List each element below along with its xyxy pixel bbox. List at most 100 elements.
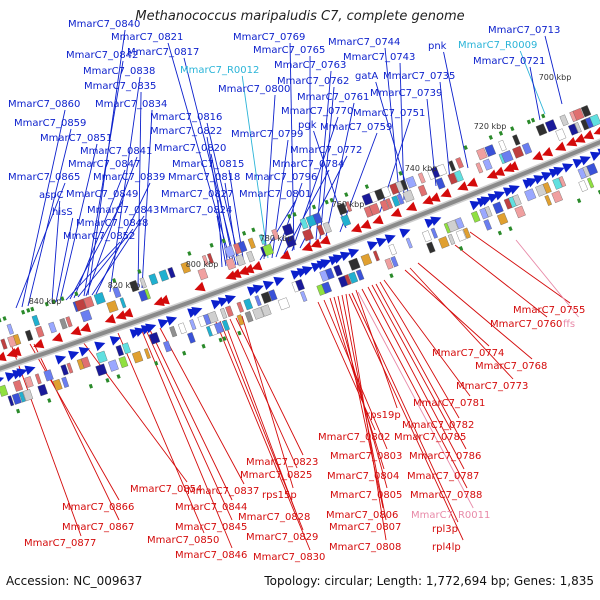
forward-gene-arrow xyxy=(273,276,285,287)
forward-gene-arrow xyxy=(94,341,106,352)
forward-gene-arrow xyxy=(252,284,264,294)
gene-label: MmarC7_0842 xyxy=(66,50,138,61)
track-mark-0 xyxy=(339,251,352,262)
track-dot xyxy=(218,337,223,343)
track-dot xyxy=(2,316,7,321)
track-mark-6 xyxy=(559,114,569,127)
track-block xyxy=(475,162,484,174)
track-mark-2 xyxy=(551,190,563,204)
track-mark-7 xyxy=(60,296,65,302)
reverse-gene-arrow xyxy=(566,136,578,147)
track-block xyxy=(395,180,405,193)
track-block xyxy=(512,194,522,207)
forward-gene-arrow xyxy=(526,177,538,188)
gene-label: MmarC7_0765 xyxy=(253,45,325,56)
track-block xyxy=(96,350,108,364)
reverse-gene-arrow xyxy=(230,268,242,278)
track-mark-4 xyxy=(104,313,116,324)
track-block xyxy=(360,253,373,267)
leader-line xyxy=(375,81,411,199)
track-mark-1 xyxy=(524,188,537,202)
leader-line xyxy=(348,293,464,541)
gene-label: MmarC7_0772 xyxy=(290,145,362,156)
forward-gene-arrow xyxy=(217,297,229,307)
track-mark-2 xyxy=(514,205,526,219)
gene-label: MmarC7_R0012 xyxy=(180,65,259,76)
track-block xyxy=(572,107,585,121)
reverse-gene-arrow xyxy=(532,150,544,161)
track-mark-2 xyxy=(587,177,595,189)
track-mark-4 xyxy=(158,294,170,305)
track-block xyxy=(348,257,361,271)
gene-label: MmarC7_0788 xyxy=(410,490,482,501)
track-mark-1 xyxy=(115,344,125,357)
leader-line xyxy=(333,296,388,489)
track-mark-6 xyxy=(395,180,405,193)
reverse-gene-arrow xyxy=(372,214,384,225)
gene-label: MmarC7_0751 xyxy=(353,108,425,119)
track-mark-1 xyxy=(260,291,272,304)
track-block xyxy=(144,288,151,300)
reverse-gene-arrow xyxy=(79,322,92,333)
track-block xyxy=(95,363,108,377)
track-dot xyxy=(16,408,21,414)
track-block xyxy=(455,229,467,242)
track-block xyxy=(574,122,582,133)
track-block xyxy=(512,145,524,159)
leader-line xyxy=(367,286,465,470)
track-mark-2 xyxy=(544,194,552,206)
gene-label: MmarC7_0774 xyxy=(432,348,504,359)
gene-label: MmarC7_0865 xyxy=(8,172,80,183)
reverse-gene-arrow xyxy=(486,169,498,179)
track-mark-5 xyxy=(435,177,446,190)
track-mark-3 xyxy=(222,336,227,341)
track-mark-4 xyxy=(429,192,441,202)
leader-line xyxy=(11,346,82,537)
track-mark-4 xyxy=(566,136,578,147)
track-mark-7 xyxy=(221,238,226,244)
gene-labels: MmarC7_0840MmarC7_0821MmarC7_0842MmarC7_… xyxy=(8,19,585,563)
track-mark-5 xyxy=(284,235,297,248)
track-mark-3 xyxy=(597,189,600,195)
track-mark-2 xyxy=(462,227,471,239)
track-block xyxy=(344,274,352,286)
track-block xyxy=(340,214,352,227)
reverse-gene-arrow xyxy=(243,263,255,274)
track-dot xyxy=(458,245,464,251)
leader-line xyxy=(117,332,205,534)
track-block xyxy=(268,289,278,302)
track-mark-6 xyxy=(158,269,169,282)
gene-label: MmarC7_0804 xyxy=(327,471,399,482)
track-mark-3 xyxy=(201,343,206,349)
track-mark-7 xyxy=(526,119,532,125)
track-dot xyxy=(182,350,187,356)
track-block xyxy=(372,250,380,262)
track-mark-7 xyxy=(329,197,334,203)
track-mark-1 xyxy=(60,364,69,376)
leader-line xyxy=(15,182,66,309)
track-block xyxy=(438,236,450,249)
track-mark-0 xyxy=(541,171,553,182)
reverse-gene-arrow xyxy=(319,235,331,245)
track-dot xyxy=(105,378,110,383)
gene-label: rps19p xyxy=(366,410,401,421)
track-block xyxy=(284,235,297,248)
track-mark-3 xyxy=(237,330,242,336)
track-mark-5 xyxy=(65,316,73,328)
track-block xyxy=(580,105,592,118)
track-mark-5 xyxy=(391,195,401,207)
track-mark-6 xyxy=(201,254,209,266)
track-mark-7 xyxy=(209,242,214,248)
track-block xyxy=(484,144,497,157)
reverse-gene-arrow xyxy=(10,346,22,357)
track-mark-6 xyxy=(580,105,592,118)
leader-line xyxy=(51,200,61,303)
track-mark-7 xyxy=(44,301,49,307)
reverse-gene-arrow xyxy=(238,265,250,276)
track-mark-7 xyxy=(251,227,256,233)
forward-gene-arrow xyxy=(78,347,90,357)
reverse-gene-arrow xyxy=(104,313,116,324)
track-mark-6 xyxy=(544,119,558,133)
track-mark-7 xyxy=(187,251,192,256)
